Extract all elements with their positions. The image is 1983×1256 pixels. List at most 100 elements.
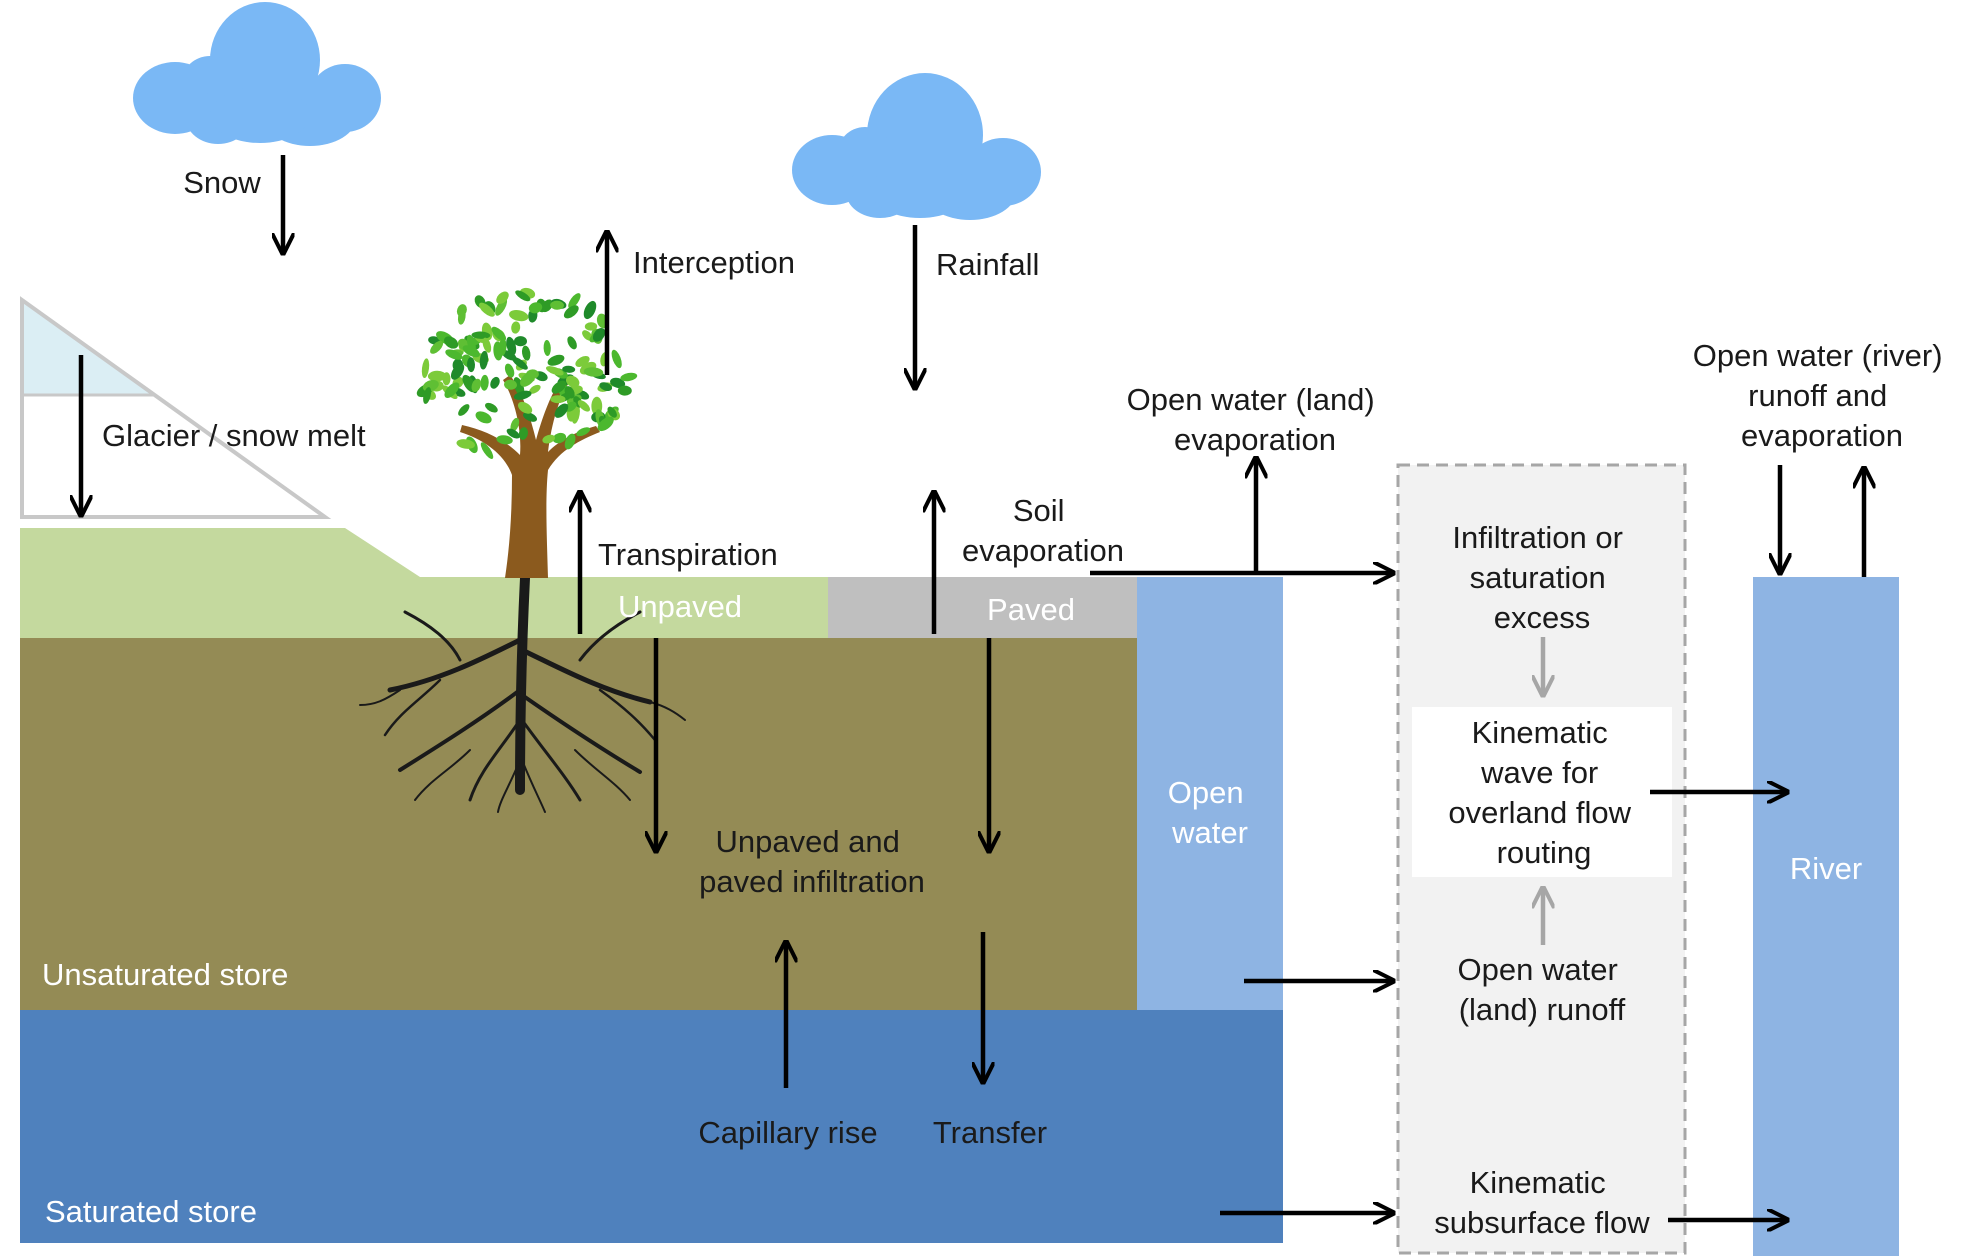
leaf — [567, 336, 577, 350]
tree-icon — [359, 287, 686, 813]
label-snow: Snow — [183, 165, 261, 200]
leaf — [522, 412, 538, 422]
label-soil-evaporation: Soil evaporation — [962, 493, 1124, 568]
label-open-water-land-evaporation: Open water (land) evaporation — [1127, 382, 1384, 457]
leaf — [551, 380, 567, 394]
leaf — [597, 416, 614, 432]
leaf — [466, 357, 476, 373]
cloud-icon — [792, 73, 1041, 220]
leaf — [421, 358, 430, 379]
river-column — [1753, 577, 1899, 1256]
leaf — [566, 375, 580, 388]
tree-canopy — [416, 287, 638, 459]
leaf — [482, 337, 492, 353]
label-saturated-store: Saturated store — [45, 1194, 257, 1229]
leaf — [511, 321, 521, 334]
leaf — [479, 350, 489, 370]
open-water-column — [1137, 577, 1283, 1010]
leaf — [490, 376, 500, 389]
leaf — [496, 435, 513, 445]
leaf — [504, 379, 517, 390]
kinematic-wave-box — [1412, 707, 1672, 877]
label-rainfall: Rainfall — [936, 247, 1039, 282]
label-unpaved: Unpaved — [618, 589, 742, 624]
leaf — [496, 291, 509, 304]
leaf — [562, 365, 576, 373]
leaf — [493, 341, 503, 361]
label-unsaturated-store: Unsaturated store — [42, 957, 288, 992]
leaf — [518, 427, 528, 440]
leaf — [583, 367, 604, 377]
label-open-water-river: Open water (river) runoff and evaporatio… — [1693, 338, 1951, 453]
leaf — [592, 328, 606, 342]
leaf — [563, 305, 579, 319]
leaf — [430, 340, 444, 354]
leaf — [620, 372, 638, 382]
leaf — [480, 442, 494, 459]
leaf — [582, 330, 593, 341]
label-river: River — [1790, 851, 1862, 886]
leaf — [526, 369, 539, 380]
leaf — [444, 336, 459, 349]
leaf — [554, 403, 569, 418]
leaf — [471, 331, 491, 339]
leaf — [517, 401, 533, 414]
leaf — [568, 293, 581, 309]
leaf — [456, 439, 475, 449]
arrows — [81, 155, 1864, 1220]
leaf — [462, 345, 480, 358]
leaf — [552, 432, 567, 444]
leaf — [545, 366, 564, 376]
leaf — [607, 406, 617, 418]
leaf — [543, 340, 551, 356]
leaf — [599, 382, 613, 391]
label-capillary-rise: Capillary rise — [698, 1115, 877, 1150]
leaf — [478, 302, 495, 317]
tree-trunk — [460, 374, 600, 578]
saturated-store — [20, 1009, 1283, 1243]
leaf — [529, 384, 541, 394]
leaf — [564, 386, 575, 399]
leaf — [528, 302, 543, 314]
leaf — [550, 300, 564, 310]
leaf — [514, 336, 527, 347]
leaf — [480, 374, 489, 391]
paved-surface — [828, 577, 1137, 638]
leaf — [444, 382, 460, 398]
leaf — [471, 378, 482, 393]
leaf — [521, 345, 531, 361]
leaf — [564, 433, 576, 450]
leaf — [513, 390, 532, 400]
glacier-icon — [20, 296, 332, 519]
leaf — [491, 326, 507, 341]
leaf — [611, 349, 622, 369]
unpaved-surface — [20, 528, 828, 638]
leaf — [504, 363, 515, 378]
leaf — [617, 385, 632, 396]
cloud-icon — [133, 2, 381, 146]
leaf — [485, 402, 498, 413]
label-transfer: Transfer — [933, 1115, 1047, 1150]
leaf — [515, 290, 531, 302]
leaf — [584, 322, 598, 331]
leaf — [423, 387, 432, 404]
leaf — [576, 427, 591, 437]
leaf — [456, 304, 467, 317]
leaf — [506, 428, 520, 439]
tree-roots — [359, 573, 686, 813]
label-transpiration: Transpiration — [598, 537, 778, 572]
label-paved: Paved — [987, 592, 1075, 627]
leaf — [550, 395, 566, 404]
leaf — [512, 356, 528, 370]
leaf — [542, 434, 556, 444]
leaf — [610, 377, 626, 389]
leaf — [506, 336, 517, 356]
leaf — [450, 363, 465, 380]
label-glacier-snow-melt: Glacier / snow melt — [102, 418, 366, 453]
unsaturated-store — [20, 638, 1137, 1010]
leaf — [509, 310, 529, 322]
label-open-water-land-runoff: Open water (land) runoff — [1458, 952, 1627, 1027]
label-kinematic-subsurface: Kinematic subsurface flow — [1434, 1165, 1650, 1240]
leaf — [547, 354, 565, 366]
